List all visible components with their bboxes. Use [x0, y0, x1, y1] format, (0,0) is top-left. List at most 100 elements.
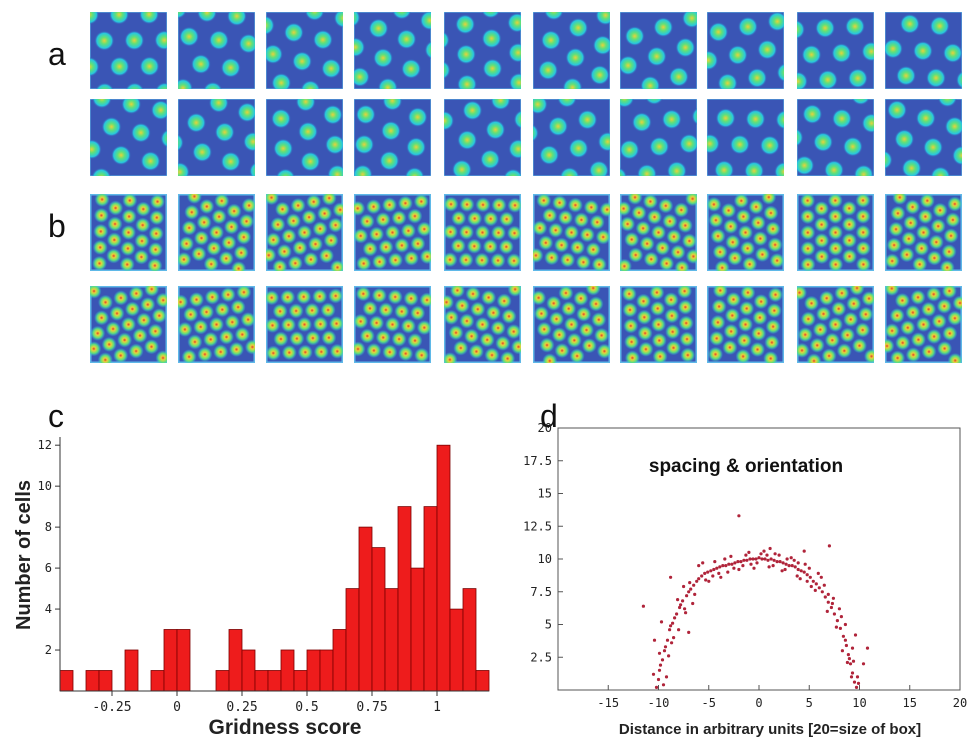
scatter-point: [796, 561, 800, 565]
rate-map-tile: [620, 12, 697, 89]
scatter-point: [669, 624, 673, 628]
y-tick-label: 10: [38, 479, 52, 493]
histogram-bar: [384, 588, 399, 692]
scatter-point: [727, 562, 731, 566]
x-tick-label: 5: [806, 696, 813, 710]
scatter-point: [790, 564, 794, 568]
autocorrelogram-tile: [444, 194, 521, 271]
autocorrelogram-tile: [90, 286, 167, 363]
scatter-point: [718, 565, 722, 569]
y-axis-ticks: 2.5 5 7.5 10 12.5 15 17.5 20: [523, 421, 563, 664]
scatter-point: [660, 658, 665, 662]
y-tick-label: 2: [45, 643, 52, 657]
scatter-point: [795, 574, 799, 578]
x-tick-label: -5: [702, 696, 716, 710]
scatter-point: [751, 557, 755, 561]
scatter-point: [762, 549, 766, 553]
scatter-point: [700, 574, 704, 578]
scatter-point: [736, 560, 740, 564]
histogram-bar: [436, 444, 451, 692]
scatter-point: [661, 683, 666, 687]
scatter-point: [658, 663, 663, 667]
histogram-bar: [241, 649, 256, 692]
scatter-point: [717, 571, 721, 575]
y-axis-ticks: 2 4 6 8 10 12: [38, 438, 60, 657]
scatter-point: [677, 628, 681, 632]
scatter-point: [742, 558, 746, 562]
histogram-bar: [410, 567, 425, 692]
scatter-point: [721, 564, 725, 568]
scatter-point: [712, 567, 716, 572]
scatter-point: [739, 560, 743, 564]
scatter-point: [732, 566, 736, 570]
scatter-point: [701, 561, 705, 565]
scatter-point: [816, 571, 820, 575]
rate-map-tile: [533, 12, 610, 89]
x-tick-label: -15: [597, 696, 619, 710]
scatter-point: [724, 564, 728, 568]
scatter-point: [684, 611, 688, 615]
autocorrelogram-tile: [354, 194, 431, 271]
scatter-point: [715, 566, 719, 570]
histogram-bar: [397, 506, 412, 692]
spacing-orientation-scatter: -15 -10 -5 0 5 10 15 20 2.5 5 7.5 10 12.5 15 17.5 20 s…: [523, 421, 967, 738]
scatter-point: [657, 668, 662, 672]
scatter-point: [682, 584, 686, 589]
scatter-point: [835, 619, 839, 623]
y-axis-title: Number of cells: [13, 480, 35, 630]
autocorrelogram-tile: [533, 194, 610, 271]
scatter-point: [848, 662, 853, 666]
rate-map-tile: [444, 99, 521, 176]
scatter-point: [834, 625, 838, 629]
rate-map-tile: [885, 99, 962, 176]
x-tick-label: 0.25: [226, 700, 257, 715]
scatter-point: [681, 599, 685, 603]
scatter-point: [783, 567, 787, 572]
rate-map-tile: [266, 12, 343, 89]
x-tick-label: 15: [903, 696, 917, 710]
autocorrelogram-tile: [266, 194, 343, 271]
scatter-point: [654, 685, 659, 689]
histogram-bar: [215, 670, 230, 692]
scatter-point: [825, 609, 829, 613]
autocorrelogram-tile: [620, 194, 697, 271]
scatter-point: [850, 646, 855, 650]
scatter-points: [641, 514, 870, 689]
scatter-point: [789, 556, 793, 560]
scatter-point: [805, 573, 809, 577]
autocorrelogram-tile: [797, 286, 874, 363]
scatter-point: [840, 649, 844, 653]
scatter-point: [676, 598, 680, 602]
scatter-point: [813, 588, 817, 592]
scatter-point: [775, 560, 779, 564]
x-axis-ticks: -15 -10 -5 0 5 10 15 20: [597, 685, 967, 710]
scatter-point: [704, 578, 708, 582]
scatter-point: [807, 566, 811, 570]
x-tick-label: 1: [433, 700, 441, 715]
x-tick-label: 0.75: [356, 700, 387, 715]
rate-map-tile: [885, 12, 962, 89]
rate-map-tile: [797, 12, 874, 89]
scatter-point: [843, 638, 847, 642]
scatter-point: [754, 557, 758, 561]
scatter-point: [744, 553, 748, 557]
scatter-point: [832, 612, 836, 616]
autocorrelogram-tile: [178, 286, 255, 363]
scatter-point: [749, 562, 753, 566]
histogram-bar: [449, 608, 464, 692]
y-tick-label: 5: [545, 618, 552, 632]
rate-map-tile: [444, 12, 521, 89]
scatter-point: [838, 626, 842, 630]
scatter-point: [853, 633, 858, 637]
scatter-point: [737, 514, 741, 518]
scatter-point: [668, 628, 672, 632]
panel-b-autocorrelograms: [90, 194, 962, 363]
scatter-point: [854, 685, 859, 689]
scatter-point: [773, 552, 777, 556]
scatter-point: [748, 557, 752, 561]
scatter-point: [664, 675, 669, 679]
scatter-point: [723, 557, 727, 561]
scatter-point: [819, 575, 823, 579]
scatter-point: [769, 557, 773, 561]
scatter-point: [651, 672, 656, 676]
